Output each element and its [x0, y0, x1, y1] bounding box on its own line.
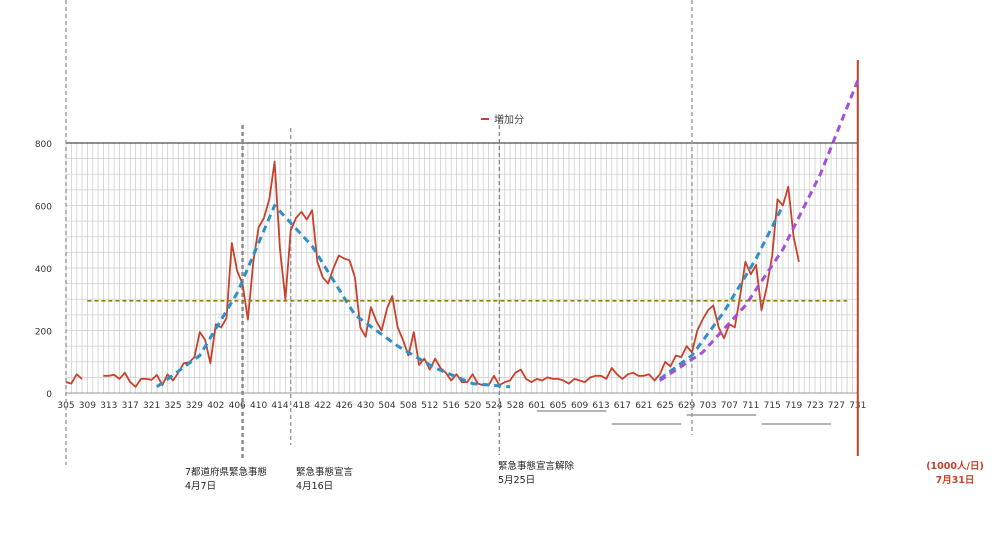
x-tick-label: 317 [122, 401, 139, 411]
x-tick-label: 504 [378, 401, 395, 411]
series-increase-line [65, 160, 800, 388]
x-tick-label: 512 [421, 401, 438, 411]
week-brackets [536, 410, 832, 425]
x-tick-label: 703 [699, 401, 716, 411]
x-tick-label: 309 [79, 401, 96, 411]
x-tick-label: 605 [550, 401, 567, 411]
x-tick-label: 715 [764, 401, 781, 411]
x-tick-label: 629 [678, 401, 695, 411]
x-tick-label: 430 [357, 401, 374, 411]
event-marker-label: 4月7日 [185, 481, 216, 492]
event-marker-label: (1000人/日) [926, 460, 984, 472]
event-marker-label: 7都道府県緊急事態 [185, 466, 267, 478]
event-marker-label: 緊急事態宣言 [296, 466, 354, 478]
series-lines [65, 79, 860, 389]
y-tick-label: 400 [35, 265, 52, 275]
x-tick-label: 609 [571, 401, 588, 411]
x-tick-label: 613 [592, 401, 609, 411]
x-tick-label: 410 [250, 401, 267, 411]
grid [65, 142, 859, 394]
x-tick-label: 727 [828, 401, 845, 411]
x-tick-label: 325 [164, 401, 181, 411]
event-marker-label: 4月16日 [296, 481, 333, 492]
y-tick-label: 200 [35, 328, 52, 338]
x-tick-label: 508 [400, 401, 417, 411]
x-tick-label: 414 [271, 401, 288, 411]
y-tick-label: 0 [46, 390, 52, 400]
x-tick-label: 516 [443, 401, 460, 411]
x-tick-label: 723 [806, 401, 823, 411]
trend-curve-2 [658, 204, 785, 381]
x-tick-label: 617 [614, 401, 631, 411]
x-tick-label: 719 [785, 401, 802, 411]
x-tick-label: 402 [207, 401, 224, 411]
trend-curve-3 [658, 79, 860, 382]
trend-curve-1 [156, 204, 511, 389]
x-axis-ticks: 3053093133173213253294024064104144184224… [57, 401, 866, 411]
x-tick-label: 313 [100, 401, 117, 411]
y-tick-label: 800 [35, 140, 52, 150]
y-axis-ticks: 0 200 400 600 800 [35, 140, 52, 400]
x-tick-label: 329 [186, 401, 203, 411]
x-tick-label: 625 [657, 401, 674, 411]
x-tick-label: 321 [143, 401, 160, 411]
x-tick-label: 524 [485, 401, 502, 411]
event-marker-label: 5月25日 [498, 475, 535, 486]
x-tick-label: 418 [293, 401, 310, 411]
y-tick-label: 600 [35, 203, 52, 213]
x-tick-label: 601 [528, 401, 545, 411]
legend: 増加分 [481, 113, 524, 126]
x-tick-label: 520 [464, 401, 481, 411]
x-tick-label: 422 [314, 401, 331, 411]
x-tick-label: 621 [635, 401, 652, 411]
x-tick-label: 528 [507, 401, 524, 411]
event-marker-label: 緊急事態宣言解除 [498, 460, 575, 472]
x-tick-label: 406 [229, 401, 246, 411]
x-tick-label: 426 [336, 401, 353, 411]
legend-label: 増加分 [494, 113, 524, 126]
vertical-markers: 7都道府県緊急事態 4月7日 緊急事態宣言 4月16日 緊急事態宣言解除 5月25日 (10… [65, 0, 984, 492]
x-tick-label: 707 [721, 401, 738, 411]
x-tick-label: 711 [742, 401, 759, 411]
event-marker-label: 7月31日 [936, 475, 975, 486]
